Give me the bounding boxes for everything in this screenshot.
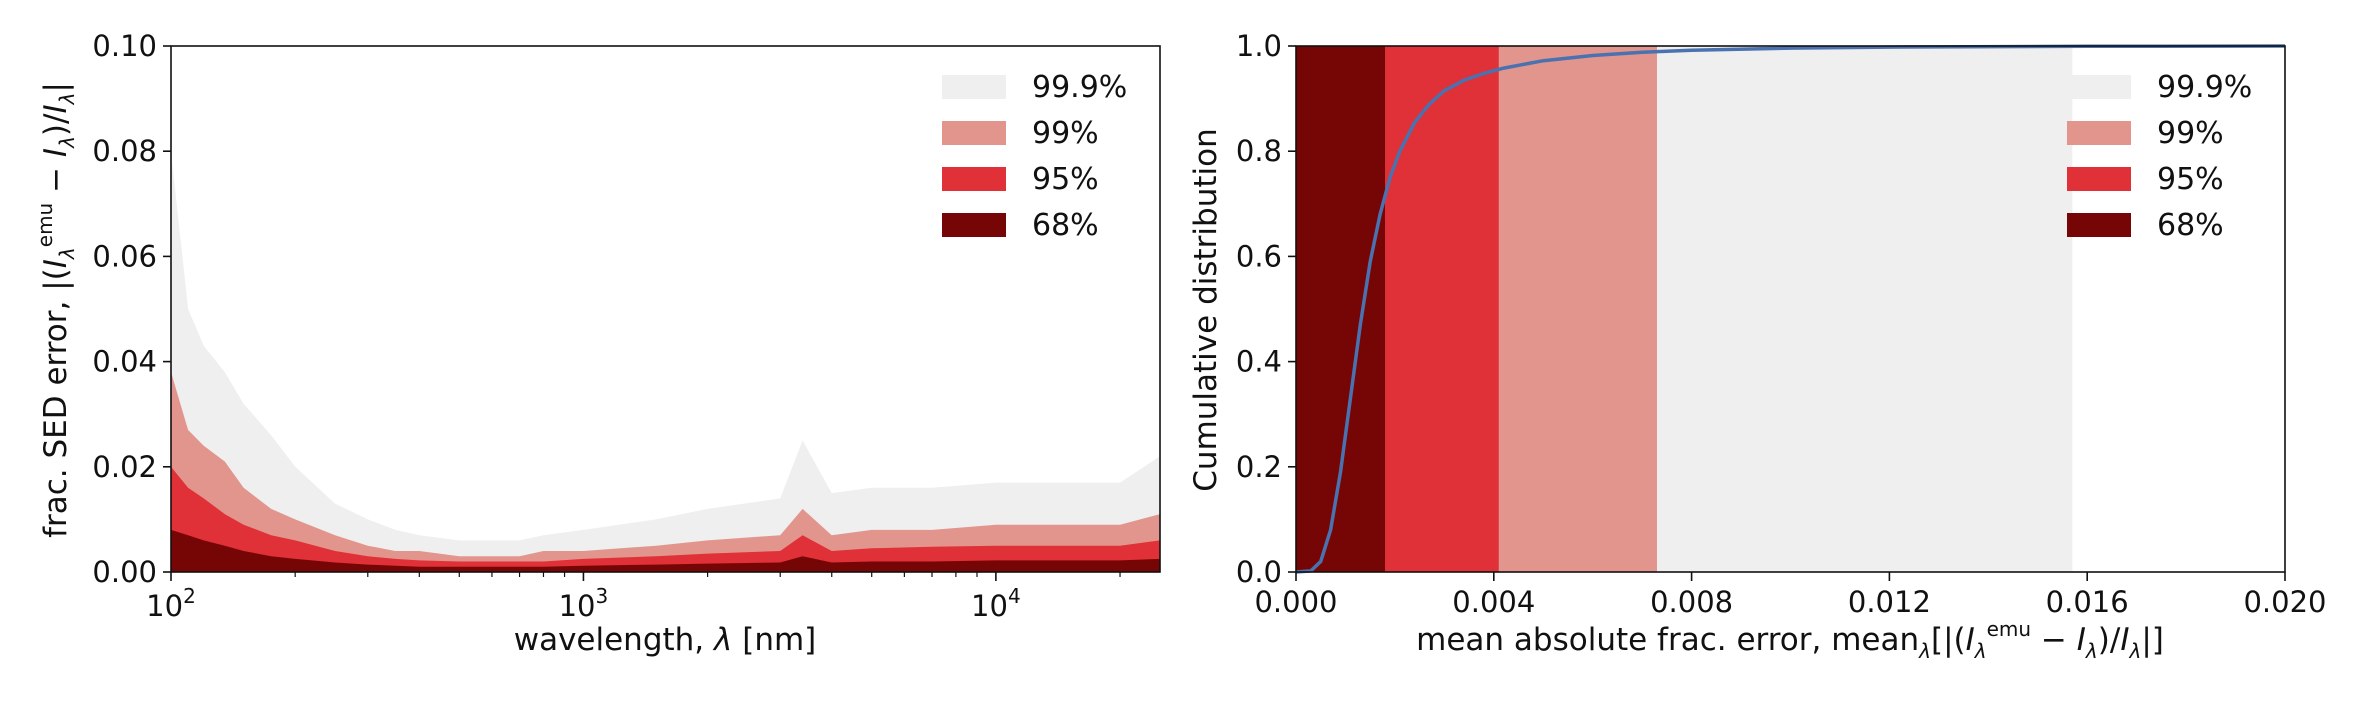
legend-label: 68% xyxy=(1032,208,1099,243)
legend-swatch xyxy=(942,167,1006,191)
left-ylabel: frac. SED error, |(Iλemu − Iλ)/Iλ| xyxy=(33,82,79,538)
right-plot-area xyxy=(1295,44,2286,574)
right-ytick-label: 0.6 xyxy=(1236,239,1282,273)
right-ytick-label: 0.8 xyxy=(1236,134,1282,168)
legend-swatch xyxy=(2067,121,2131,145)
left-ytick-label: 0.06 xyxy=(92,239,157,273)
right-xtick-label: 0.008 xyxy=(1650,585,1733,619)
legend-swatch xyxy=(942,75,1006,99)
cdf-line xyxy=(1295,44,2286,574)
right-xtick-label: 0.020 xyxy=(2243,585,2326,619)
left-ytick-label: 0.10 xyxy=(92,29,157,63)
left-axes-frame xyxy=(170,45,1161,573)
right-ytick-label: 0.4 xyxy=(1236,345,1282,379)
right-xtick-label: 0.012 xyxy=(1848,585,1931,619)
legend-label: 95% xyxy=(2157,162,2224,197)
right-xlabel: mean absolute frac. error, meanλ[|(Iλemu… xyxy=(1416,617,2164,663)
right-xtick-label: 0.016 xyxy=(2046,585,2129,619)
left-ytick-label: 0.08 xyxy=(92,134,157,168)
legend-swatch xyxy=(942,121,1006,145)
left-xtick-label: 104 xyxy=(971,584,1021,623)
legend-label: 95% xyxy=(1032,162,1099,197)
right-xtick-label: 0.004 xyxy=(1452,585,1535,619)
right-ytick-label: 0.2 xyxy=(1236,450,1282,484)
legend-label: 99% xyxy=(1032,116,1099,151)
right-ticks: 0.0 0.2 0.4 0.6 0.8 1.0 0.000 0.004 0.008 0.012 0.… xyxy=(1236,29,2327,619)
legend-label: 99.9% xyxy=(1032,70,1127,105)
legend-label: 99% xyxy=(2157,116,2224,151)
left-ytick-label: 0.02 xyxy=(92,450,157,484)
left-legend: 99.9% 99% 95% 68% xyxy=(942,70,1127,243)
left-ytick-label: 0.00 xyxy=(92,555,157,589)
left-panel: 0.00 0.02 0.04 0.06 0.08 0.10 102 103 104 wavele… xyxy=(33,29,1161,658)
right-ytick-label: 0.0 xyxy=(1236,555,1282,589)
right-xtick-label: 0.000 xyxy=(1254,585,1337,619)
legend-swatch xyxy=(2067,75,2131,99)
area-band-68pct xyxy=(171,529,1160,572)
band-68pct xyxy=(1296,46,1386,572)
left-plot-area xyxy=(171,151,1160,572)
legend-swatch xyxy=(942,213,1006,237)
right-ylabel: Cumulative distribution xyxy=(1188,128,1224,491)
left-xtick-label: 102 xyxy=(146,584,196,623)
area-band-99-9pct xyxy=(171,151,1160,572)
right-panel: 0.0 0.2 0.4 0.6 0.8 1.0 0.000 0.004 0.008 0.012 0.… xyxy=(1188,29,2327,663)
legend-swatch xyxy=(2067,167,2131,191)
right-legend: 99.9% 99% 95% 68% xyxy=(2067,70,2252,243)
legend-label: 99.9% xyxy=(2157,70,2252,105)
legend-swatch xyxy=(2067,213,2131,237)
right-axes-frame xyxy=(1295,45,2286,573)
right-ytick-label: 1.0 xyxy=(1236,29,1282,63)
left-ytick-label: 0.04 xyxy=(92,345,157,379)
left-xtick-label: 103 xyxy=(559,584,609,623)
left-ticks: 0.00 0.02 0.04 0.06 0.08 0.10 102 103 104 xyxy=(92,29,1121,623)
left-xlabel: wavelength, λ [nm] xyxy=(514,622,817,658)
legend-label: 68% xyxy=(2157,208,2224,243)
